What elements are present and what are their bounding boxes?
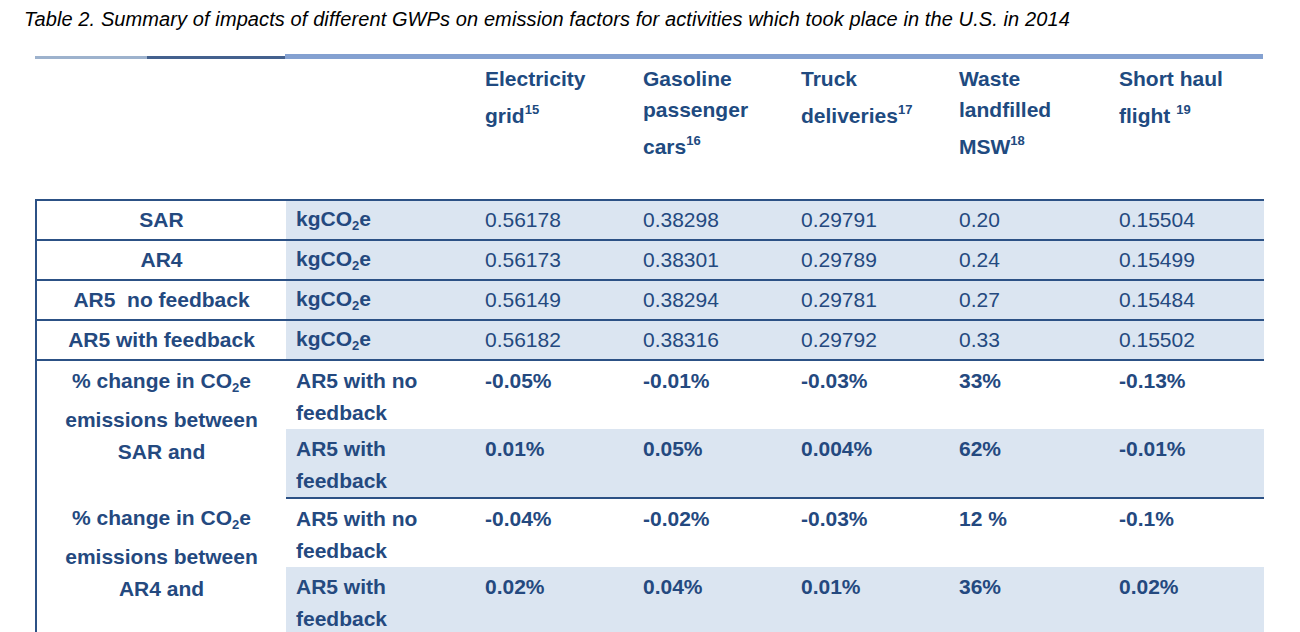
value-cell: 0.05% [625, 429, 783, 498]
value-cell: -0.03% [783, 498, 941, 567]
value-cell: 0.29789 [783, 240, 941, 280]
column-header-gasoline-passenger-cars: Gasoline passenger cars16 [625, 57, 783, 200]
value-cell: 0.56178 [467, 200, 625, 240]
value-cell: 0.20 [941, 200, 1101, 240]
footnote-ref-17: 17 [898, 102, 912, 117]
document-page: Table 2. Summary of impacts of different… [0, 0, 1300, 632]
value-cell: 0.15504 [1101, 200, 1264, 240]
value-cell: 0.29781 [783, 280, 941, 320]
value-cell: 0.15484 [1101, 280, 1264, 320]
section-label-sar: % change in CO2e emissions between SAR a… [36, 360, 286, 498]
value-cell: 0.38316 [625, 320, 783, 360]
header-row: Electricity grid15 Gasoline passenger ca… [36, 57, 1264, 200]
row-label-ar4: AR4 [36, 240, 286, 280]
value-cell: 0.38301 [625, 240, 783, 280]
column-header-truck-deliveries: Truck deliveries17 [783, 57, 941, 200]
value-cell: 0.38298 [625, 200, 783, 240]
change-row-sar-ar5-no-feedback: % change in CO2e emissions between SAR a… [36, 360, 1264, 429]
table-caption: Table 2. Summary of impacts of different… [24, 8, 1284, 31]
value-cell: 12 % [941, 498, 1101, 567]
column-header-waste-landfilled-msw: Waste landfilled MSW18 [941, 57, 1101, 200]
footnote-ref-18: 18 [1010, 133, 1024, 148]
change-row-ar4-ar5-no-feedback: % change in CO2e emissions between AR4 a… [36, 498, 1264, 567]
value-cell: 0.29791 [783, 200, 941, 240]
value-cell: 0.004% [783, 429, 941, 498]
value-cell: 0.01% [783, 567, 941, 632]
unit-cell: kgCO2e [286, 240, 467, 280]
factor-row-sar: SAR kgCO2e 0.56178 0.38298 0.29791 0.20 … [36, 200, 1264, 240]
footnote-ref-19: 19 [1176, 102, 1190, 117]
row-label-ar5-no-feedback: AR5 no feedback [36, 280, 286, 320]
value-cell: 0.38294 [625, 280, 783, 320]
row-label-ar5-with-feedback: AR5 with feedback [36, 320, 286, 360]
value-cell: -0.04% [467, 498, 625, 567]
value-cell: 0.27 [941, 280, 1101, 320]
value-cell: 0.33 [941, 320, 1101, 360]
value-cell: -0.13% [1101, 360, 1264, 429]
footnote-ref-16: 16 [686, 133, 700, 148]
unit-cell: kgCO2e [286, 200, 467, 240]
value-cell: 33% [941, 360, 1101, 429]
value-cell: 36% [941, 567, 1101, 632]
value-cell: 0.15502 [1101, 320, 1264, 360]
value-cell: -0.1% [1101, 498, 1264, 567]
comparison-label: AR5 with feedback [286, 429, 467, 498]
comparison-label: AR5 with no feedback [286, 498, 467, 567]
value-cell: -0.03% [783, 360, 941, 429]
factor-row-ar5-with-feedback: AR5 with feedback kgCO2e 0.56182 0.38316… [36, 320, 1264, 360]
value-cell: -0.02% [625, 498, 783, 567]
value-cell: 0.24 [941, 240, 1101, 280]
value-cell: 0.56149 [467, 280, 625, 320]
value-cell: 0.15499 [1101, 240, 1264, 280]
header-spacer-labels [36, 57, 286, 200]
column-header-short-haul-flight: Short haul flight 19 [1101, 57, 1264, 200]
value-cell: -0.01% [1101, 429, 1264, 498]
value-cell: 0.29792 [783, 320, 941, 360]
value-cell: 0.56182 [467, 320, 625, 360]
value-cell: 0.04% [625, 567, 783, 632]
value-cell: 0.02% [1101, 567, 1264, 632]
unit-cell: kgCO2e [286, 320, 467, 360]
row-label-sar: SAR [36, 200, 286, 240]
section-label-ar4: % change in CO2e emissions between AR4 a… [36, 498, 286, 632]
value-cell: 0.01% [467, 429, 625, 498]
value-cell: 0.56173 [467, 240, 625, 280]
factor-row-ar5-no-feedback: AR5 no feedback kgCO2e 0.56149 0.38294 0… [36, 280, 1264, 320]
comparison-label: AR5 with feedback [286, 567, 467, 632]
value-cell: 0.02% [467, 567, 625, 632]
column-header-electricity-grid: Electricity grid15 [467, 57, 625, 200]
value-cell: -0.05% [467, 360, 625, 429]
factor-row-ar4: AR4 kgCO2e 0.56173 0.38301 0.29789 0.24 … [36, 240, 1264, 280]
value-cell: -0.01% [625, 360, 783, 429]
unit-cell: kgCO2e [286, 280, 467, 320]
value-cell: 62% [941, 429, 1101, 498]
gwp-impact-table: Electricity grid15 Gasoline passenger ca… [35, 57, 1264, 632]
footnote-ref-15: 15 [525, 102, 539, 117]
header-spacer-unit [286, 57, 467, 200]
comparison-label: AR5 with no feedback [286, 360, 467, 429]
